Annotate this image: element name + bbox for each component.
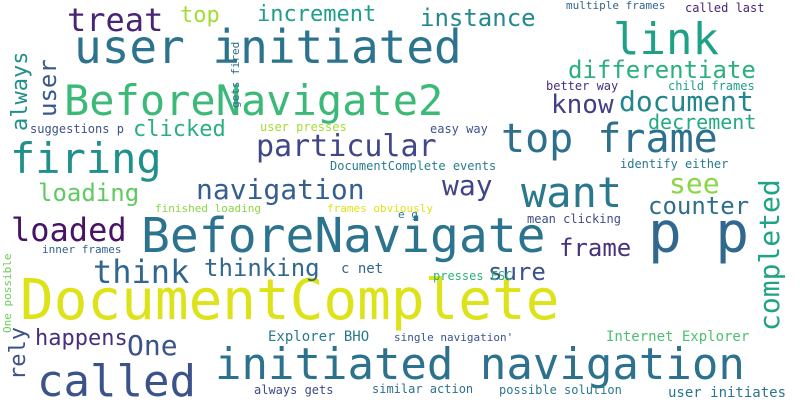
word: called last xyxy=(685,2,764,14)
word: think xyxy=(93,256,189,288)
word: finished loading xyxy=(155,203,261,214)
word: rely xyxy=(8,327,30,380)
word: initiated navigation xyxy=(215,343,745,387)
word: similar action xyxy=(372,383,473,395)
word: easy way xyxy=(430,123,488,135)
word: One possible xyxy=(2,254,13,333)
word: completed xyxy=(756,179,784,331)
word: e g xyxy=(398,209,418,220)
word: Explorer BHO xyxy=(268,330,369,344)
word: clicked xyxy=(133,119,226,141)
word: Internet Explorer xyxy=(606,330,749,344)
word: identify either xyxy=(620,158,728,170)
word: treat xyxy=(67,4,163,36)
word: navigation xyxy=(196,176,365,204)
word: want xyxy=(521,172,622,214)
word: One xyxy=(127,332,178,360)
word: multiple frames xyxy=(566,0,665,11)
word: user initiates xyxy=(668,386,786,400)
word: c net xyxy=(341,262,383,276)
word: increment xyxy=(257,4,376,26)
word: BeforeNavigate xyxy=(141,212,546,260)
word: particular xyxy=(256,132,437,162)
word: mean clicking xyxy=(527,213,621,225)
word: counter xyxy=(648,194,749,218)
word: gets fired xyxy=(230,42,241,108)
word: always gets xyxy=(254,384,333,396)
word: decrement xyxy=(648,112,756,132)
word: always xyxy=(10,52,32,131)
word: suggestions p xyxy=(30,123,124,135)
word: way xyxy=(442,172,493,200)
word: better way xyxy=(546,80,618,92)
word: happens xyxy=(35,328,128,350)
word: possible solution xyxy=(499,384,622,396)
word: called xyxy=(37,360,196,400)
word: thinking xyxy=(204,256,320,280)
word: presses ESC xyxy=(433,270,512,282)
word: firing xyxy=(10,138,162,180)
word: top xyxy=(180,5,220,27)
word: BeforeNavigate2 xyxy=(64,80,443,122)
word: single navigation' xyxy=(394,332,513,343)
word: loading xyxy=(38,181,139,205)
word: inner frames xyxy=(42,244,121,255)
word: user xyxy=(36,59,60,117)
word: child frames xyxy=(668,80,755,92)
word: frame xyxy=(559,236,631,260)
word: DocumentComplete events xyxy=(330,160,496,172)
word: instance xyxy=(420,6,536,30)
word: know xyxy=(551,92,614,118)
word: loaded xyxy=(11,214,127,246)
word: user presses xyxy=(260,121,347,133)
